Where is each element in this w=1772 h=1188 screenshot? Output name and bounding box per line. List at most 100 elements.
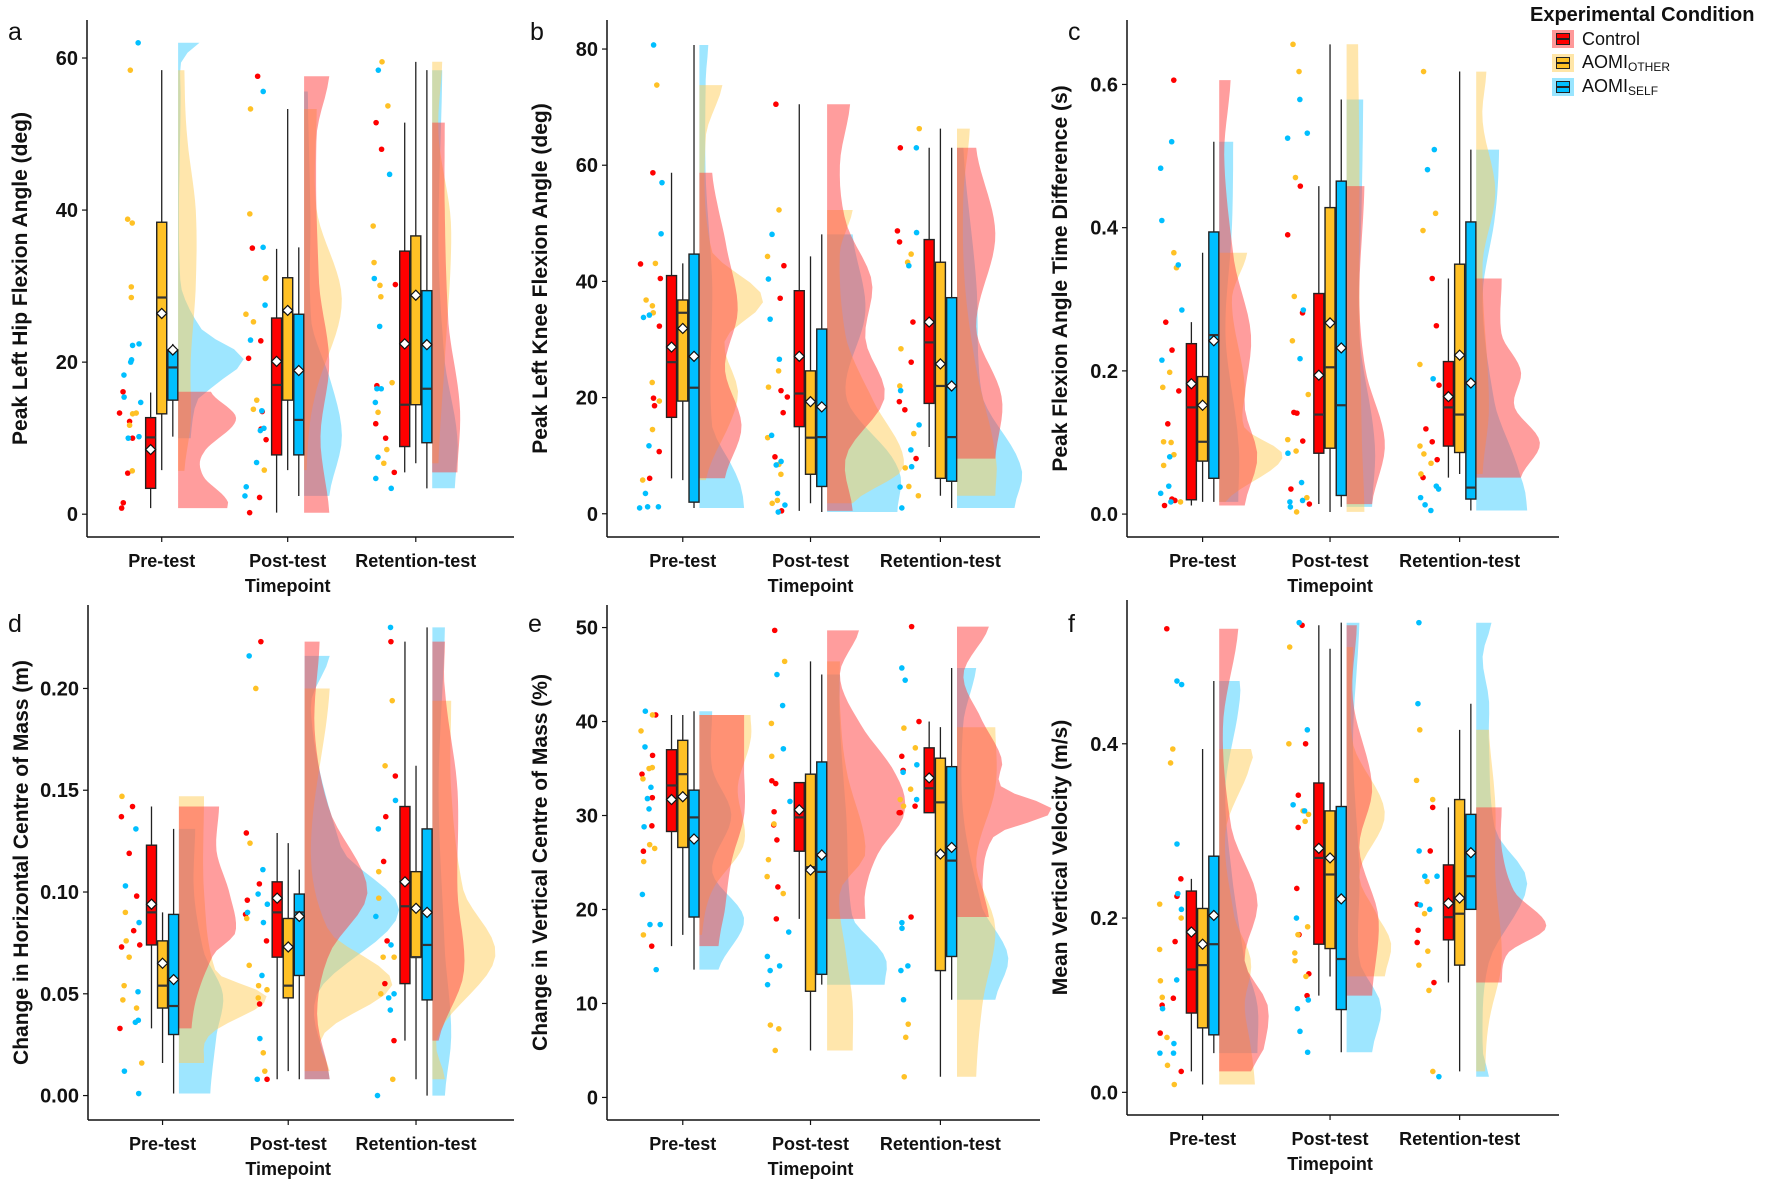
data-point-aomi-self — [375, 454, 381, 460]
y-tick-label: 0.2 — [1090, 908, 1118, 930]
box-aomi-other — [1196, 375, 1209, 462]
data-point-control — [256, 881, 263, 887]
density-cloud-control — [827, 104, 885, 511]
box-aomi-other — [934, 757, 947, 972]
box-control — [665, 749, 678, 833]
data-point-aomi-other — [123, 938, 129, 944]
y-tick-label: 0.0 — [1090, 504, 1118, 526]
box-aomi-self — [688, 253, 700, 503]
data-point-aomi-self — [897, 484, 903, 490]
mean-marker — [1335, 342, 1348, 354]
data-point-control — [639, 771, 645, 777]
data-point-aomi-self — [787, 798, 793, 805]
data-point-aomi-self — [1178, 906, 1185, 913]
data-point-control — [637, 261, 644, 267]
box-control — [399, 805, 411, 985]
data-point-control — [243, 830, 250, 836]
data-point-aomi-other — [261, 467, 268, 473]
data-point-control — [902, 406, 908, 413]
data-point-aomi-other — [375, 409, 381, 416]
data-point-aomi-self — [376, 323, 383, 330]
x-tick-label: Retention-test — [880, 551, 1001, 571]
mean-marker — [399, 875, 411, 888]
data-point-control — [780, 409, 786, 416]
data-point-aomi-self — [782, 502, 788, 508]
data-point-aomi-other — [1156, 946, 1163, 953]
data-point-aomi-other — [128, 284, 135, 290]
data-point-aomi-self — [1159, 1005, 1166, 1012]
density-cloud-control — [699, 715, 745, 947]
mean-marker — [688, 350, 700, 363]
box-aomi-self — [688, 789, 700, 918]
x-axis-label: Timepoint — [245, 1159, 331, 1179]
data-point-aomi-self — [1175, 262, 1182, 268]
data-point-control — [136, 942, 143, 948]
data-point-aomi-self — [773, 462, 780, 468]
mean-marker — [1185, 377, 1198, 390]
y-tick-label: 20 — [576, 899, 598, 921]
panel-letter: b — [530, 18, 544, 46]
data-point-aomi-other — [915, 492, 922, 499]
data-point-aomi-self — [646, 806, 652, 812]
box-aomi-self — [167, 349, 179, 401]
mean-marker — [945, 841, 958, 854]
density-cloud-control — [1219, 628, 1269, 1072]
data-point-aomi-other — [1416, 727, 1423, 733]
density-cloud-aomi-self — [178, 42, 244, 439]
data-point-control — [244, 897, 251, 903]
data-point-aomi-other — [1429, 796, 1436, 803]
mean-marker — [1207, 334, 1220, 347]
data-point-aomi-self — [121, 1068, 128, 1074]
mean-marker — [1442, 390, 1455, 403]
data-point-control — [258, 638, 264, 645]
data-point-aomi-self — [1287, 499, 1293, 505]
data-point-aomi-self — [1298, 479, 1305, 486]
data-point-aomi-self — [1430, 375, 1436, 382]
data-point-aomi-other — [1413, 777, 1420, 784]
data-point-aomi-self — [778, 458, 784, 465]
y-tick-label: 60 — [576, 155, 598, 177]
data-point-control — [648, 943, 655, 949]
data-point-aomi-self — [375, 67, 382, 73]
data-point-aomi-self — [1299, 497, 1306, 504]
data-point-aomi-other — [264, 986, 270, 993]
data-point-control — [771, 627, 778, 634]
data-point-aomi-self — [1173, 977, 1180, 983]
data-point-control — [372, 420, 379, 427]
data-point-aomi-self — [640, 314, 647, 321]
data-point-aomi-other — [260, 1050, 267, 1056]
data-point-aomi-other — [901, 725, 907, 731]
data-point-aomi-self — [1435, 486, 1442, 492]
data-point-aomi-self — [1157, 490, 1164, 497]
data-point-control — [391, 1037, 397, 1044]
data-point-control — [256, 1001, 263, 1007]
data-point-aomi-self — [388, 485, 395, 492]
data-point-aomi-self — [135, 988, 141, 995]
box-aomi-other — [156, 940, 169, 1009]
y-tick-label: 0.20 — [40, 678, 79, 700]
data-point-aomi-self — [642, 490, 649, 497]
data-point-control — [1170, 77, 1177, 83]
data-point-aomi-other — [780, 890, 787, 897]
x-axis-label: Timepoint — [1287, 1154, 1373, 1174]
data-point-aomi-other — [126, 954, 132, 960]
data-point-control — [118, 505, 125, 511]
box-aomi-other — [1453, 798, 1466, 966]
data-point-aomi-other — [255, 995, 262, 1001]
box-control — [1185, 890, 1198, 1014]
data-point-aomi-other — [767, 1022, 774, 1028]
data-point-aomi-other — [246, 962, 252, 969]
data-point-control — [1434, 456, 1440, 463]
mean-marker — [144, 443, 157, 456]
data-point-aomi-self — [900, 996, 907, 1003]
data-point-aomi-other — [119, 793, 125, 800]
data-point-aomi-self — [647, 921, 653, 928]
data-point-aomi-self — [764, 981, 771, 988]
data-point-aomi-self — [767, 316, 773, 322]
data-point-aomi-other — [250, 406, 257, 413]
data-point-aomi-self — [1436, 1073, 1442, 1080]
panel-letter: a — [8, 18, 22, 46]
data-point-control — [769, 777, 775, 784]
mean-marker — [421, 906, 433, 919]
data-point-aomi-other — [916, 125, 923, 132]
